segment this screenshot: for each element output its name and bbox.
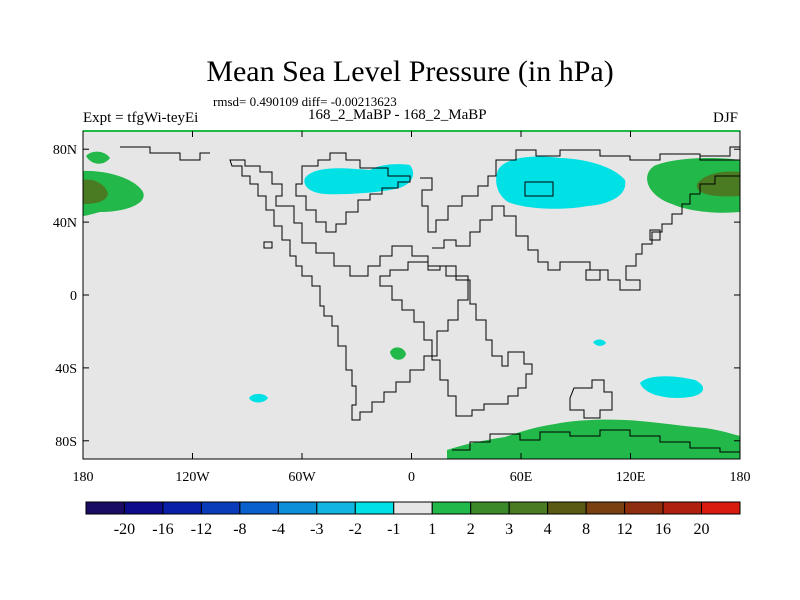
americas-coastline	[120, 146, 469, 421]
north-pacific-west-core	[83, 179, 108, 204]
colorbar-swatch	[431, 501, 472, 515]
y-tick-label: 0	[70, 289, 77, 304]
colorbar-label: 3	[505, 521, 513, 538]
colorbar-swatch	[470, 501, 510, 515]
y-tick-label: 80S	[55, 435, 77, 450]
southern-ocean-anomaly	[447, 419, 740, 459]
south-pacific-anomaly	[249, 393, 268, 403]
x-tick-label: 0	[408, 470, 415, 485]
map-background	[83, 131, 740, 459]
north-pacific-west-anomaly	[83, 170, 144, 216]
anomaly-layer	[83, 151, 740, 459]
colorbar-swatch	[547, 501, 587, 515]
colorbar-swatch	[162, 501, 202, 515]
colorbar-swatch	[354, 501, 395, 515]
colorbar-swatch	[239, 501, 279, 515]
colorbar-label: 1	[428, 521, 436, 538]
indian-ocean-anomaly	[593, 339, 606, 346]
colorbar-swatch	[277, 501, 318, 515]
colorbar-swatch	[662, 501, 703, 515]
colorbar-label: -4	[272, 521, 285, 538]
colorbar-label: 2	[467, 521, 475, 538]
colorbar-swatch	[393, 501, 433, 515]
north-pacific-east-anomaly	[647, 158, 740, 213]
x-tick-label: 60E	[510, 470, 533, 485]
antarctica-coastline	[452, 429, 740, 453]
colorbar-swatch	[200, 501, 241, 515]
colorbar-swatch	[585, 501, 626, 515]
colorbar-label: -20	[114, 521, 135, 538]
x-tick-label: 120W	[175, 470, 210, 485]
stats-label: rmsd= 0.490109 diff= -0.00213623	[213, 94, 397, 109]
colorbar-label: 20	[694, 521, 710, 538]
colorbar-label: -16	[152, 521, 173, 538]
alaska-anomaly	[86, 151, 110, 164]
colorbar-label: 12	[617, 521, 633, 538]
x-axis: 180 120W 60W 0 60E 120E 180	[73, 131, 751, 485]
eurasia-coastline	[420, 146, 740, 291]
colorbar: -20 -16 -12 -8 -4 -3 -2 -1 1 2 3 4 8 12 16 20	[85, 501, 741, 538]
y-tick-label: 40N	[53, 216, 77, 231]
colorbar-label: -12	[191, 521, 212, 538]
colorbar-swatch	[123, 501, 164, 515]
y-tick-label: 40S	[55, 362, 77, 377]
chart-title: Mean Sea Level Pressure (in hPa)	[206, 55, 614, 88]
australia-coastline	[569, 379, 613, 419]
x-tick-label: 180	[730, 470, 751, 485]
caspian-box	[524, 181, 554, 197]
experiment-label: Expt = tfgWi-teyEi	[83, 110, 199, 126]
colorbar-swatch	[624, 501, 664, 515]
colorbar-label: -1	[387, 521, 400, 538]
islands-coastline	[263, 229, 661, 281]
season-label: DJF	[713, 110, 739, 126]
x-tick-label: 120E	[616, 470, 646, 485]
colorbar-swatch	[508, 501, 549, 515]
colorbar-label: 8	[582, 521, 590, 538]
greenland-coastline	[295, 152, 411, 233]
comparison-label: 168_2_MaBP - 168_2_MaBP	[308, 107, 487, 123]
y-axis: 80N 40N 0 40S 80S	[53, 143, 740, 450]
south-atlantic-anomaly	[390, 347, 406, 360]
coastlines	[120, 146, 740, 453]
north-atlantic-anomaly	[304, 164, 414, 195]
colorbar-label: 16	[655, 521, 671, 538]
x-tick-label: 180	[73, 470, 94, 485]
colorbar-label: 4	[544, 521, 552, 538]
colorbar-swatch	[701, 501, 741, 515]
y-tick-label: 80N	[53, 143, 77, 158]
colorbar-label: -2	[349, 521, 362, 538]
north-pacific-east-core	[696, 171, 740, 197]
x-tick-label: 60W	[288, 470, 316, 485]
australia-south-anomaly	[640, 376, 704, 398]
colorbar-label: -8	[233, 521, 246, 538]
colorbar-swatch	[85, 501, 125, 515]
africa-coastline	[379, 261, 533, 417]
colorbar-swatch	[316, 501, 356, 515]
colorbar-label: -3	[310, 521, 323, 538]
